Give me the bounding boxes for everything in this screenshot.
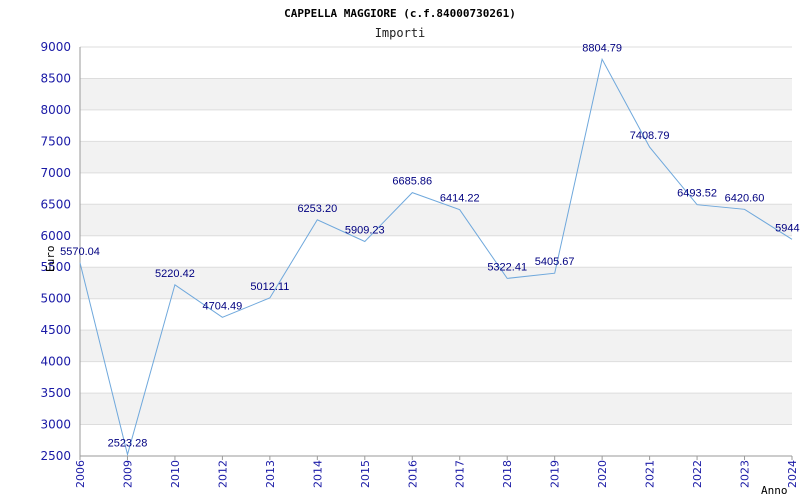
grid-band	[80, 267, 792, 299]
grid-band	[80, 172, 792, 205]
data-label: 5909.23	[345, 224, 385, 236]
x-tick-label: 2010	[169, 460, 182, 488]
grid-band	[80, 47, 792, 79]
y-tick-label: 4000	[40, 355, 71, 369]
data-label: 2523.28	[108, 438, 148, 450]
grid-lines	[80, 46, 792, 457]
x-tick-label: 2017	[454, 460, 467, 488]
data-label: 6493.52	[677, 188, 717, 200]
x-axis-ticks: 2006 2009 2010 2012 2013 2014 2015 2016 2017 2018…	[74, 456, 799, 488]
y-tick-label: 8500	[40, 71, 71, 85]
data-label: 5944.6	[775, 222, 800, 234]
data-label: 6253.20	[297, 203, 337, 215]
y-tick-label: 6000	[40, 229, 71, 243]
data-label: 5220.42	[155, 268, 195, 280]
grid-band	[80, 361, 792, 394]
grid-bands	[80, 47, 792, 456]
y-axis-label: Euro	[44, 246, 57, 273]
x-tick-label: 2006	[74, 460, 87, 488]
y-tick-label: 2500	[40, 449, 71, 463]
grid-band	[80, 424, 792, 456]
x-tick-label: 2016	[406, 460, 419, 488]
x-tick-label: 2009	[121, 460, 134, 488]
data-label: 4704.49	[203, 300, 243, 312]
x-tick-label: 2014	[311, 460, 324, 488]
x-tick-label: 2015	[359, 460, 372, 488]
y-tick-label: 7500	[40, 134, 71, 148]
grid-band	[80, 204, 792, 236]
x-tick-label: 2024	[786, 460, 799, 488]
data-label: 7408.79	[630, 130, 670, 142]
data-label: 8804.79	[582, 42, 622, 54]
y-axis-ticks: 2500 3000 3500 4000 4500 5000 5500 6000 6500 7000…	[40, 40, 71, 463]
data-label: 5012.11	[250, 281, 289, 293]
y-tick-label: 6500	[40, 197, 71, 211]
grid-band	[80, 235, 792, 268]
grid-band	[80, 109, 792, 142]
y-tick-label: 7000	[40, 166, 71, 180]
y-tick-label: 3500	[40, 386, 71, 400]
grid-band	[80, 330, 792, 362]
x-tick-label: 2020	[596, 460, 609, 488]
x-tick-label: 2021	[644, 460, 657, 488]
grid-band	[80, 141, 792, 173]
y-tick-label: 5500	[40, 260, 71, 274]
x-axis-label: Anno	[761, 484, 788, 497]
x-tick-label: 2018	[501, 460, 514, 488]
chart-subtitle: Importi	[375, 26, 426, 40]
x-tick-label: 2013	[264, 460, 277, 488]
x-tick-label: 2019	[549, 460, 562, 488]
grid-band	[80, 78, 792, 110]
data-label: 5405.67	[535, 256, 575, 268]
data-label: 6420.60	[725, 192, 765, 204]
y-tick-label: 4500	[40, 323, 71, 337]
x-tick-label: 2023	[739, 460, 752, 488]
chart-title: CAPPELLA MAGGIORE (c.f.84000730261)	[284, 7, 516, 20]
data-label: 5570.04	[60, 246, 100, 258]
grid-band	[80, 393, 792, 425]
y-tick-label: 5000	[40, 292, 71, 306]
y-tick-label: 8000	[40, 103, 71, 117]
y-tick-label: 9000	[40, 40, 71, 54]
y-tick-label: 3000	[40, 418, 71, 432]
x-tick-label: 2022	[691, 460, 704, 488]
data-labels: 5570.04 2523.28 5220.42 4704.49 5012.11 6253.…	[60, 42, 800, 449]
grid-band	[80, 298, 792, 331]
axes	[79, 47, 792, 457]
data-label: 6414.22	[440, 193, 480, 205]
series-line	[79, 57, 793, 457]
x-tick-label: 2012	[216, 460, 229, 488]
data-label: 6685.86	[392, 176, 432, 188]
data-label: 5322.41	[487, 261, 527, 273]
